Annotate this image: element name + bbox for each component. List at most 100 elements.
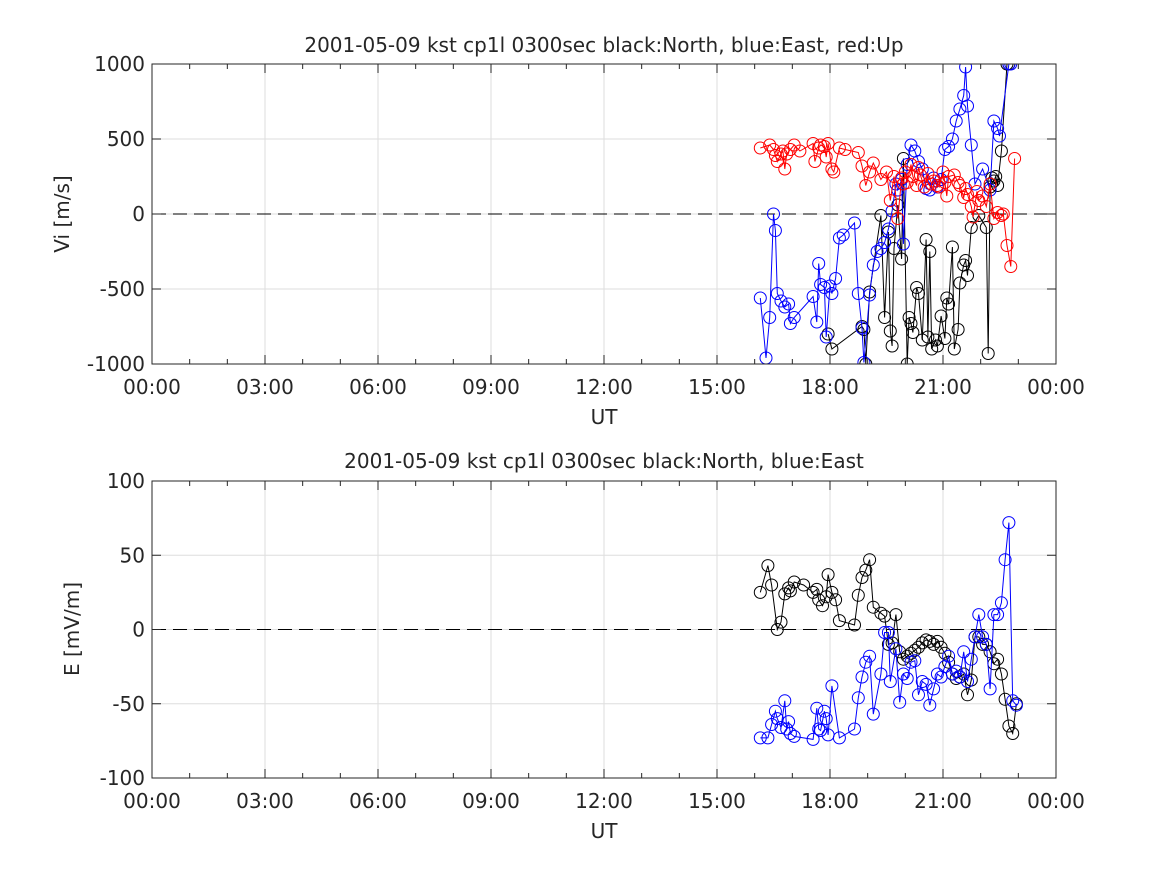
electric-field-x-tick-labels: 00:00 03:00 06:00 09:00 12:00 15:00 18:00 21:00… [123,789,1085,813]
data-point-marker [878,626,892,639]
y-tick-label: 0 [132,202,145,226]
data-point-marker [821,327,835,341]
data-point-marker [817,140,831,153]
data-point-marker [825,287,839,300]
data-point-marker [930,179,944,192]
data-point-marker [942,170,956,183]
data-point-marker [979,637,993,651]
data-point-marker [998,553,1012,567]
velocity-panel: 2001-05-09 kst cp1l 0300sec black:North,… [50,33,1085,429]
data-point-marker [759,351,773,364]
electric-field-series-group [753,516,1023,746]
electric-field-y-tick-labels: -100 -50 0 50 100 [100,469,145,790]
data-point-marker [953,276,967,290]
data-point-marker [832,614,846,628]
data-point-marker [783,584,797,598]
data-point-marker [976,162,990,176]
data-point-marker [1002,719,1016,733]
data-point-marker [919,233,933,246]
data-point-marker [832,231,846,245]
data-point-marker [942,140,956,153]
data-point-marker [979,200,993,213]
data-point-marker [768,704,782,718]
data-point-marker [825,679,839,693]
data-point-marker [976,637,990,651]
data-point-marker [904,317,918,330]
data-point-marker [961,269,974,282]
data-point-marker [983,177,997,191]
data-point-marker [902,311,916,324]
data-point-marker [964,138,978,152]
data-point-marker [832,731,846,745]
data-point-marker [983,682,997,696]
data-point-marker [819,712,833,726]
data-point-marker [806,732,820,746]
data-point-marker [979,221,993,234]
x-tick-label: 09:00 [462,375,520,399]
data-point-marker [991,122,1005,135]
data-point-marker [827,165,841,179]
y-tick-label: 1000 [94,52,145,76]
data-point-marker [923,698,937,712]
data-point-marker [812,257,826,270]
east-series [753,516,1023,746]
electric-field-ticks [151,480,1057,779]
data-point-marker [836,228,850,242]
x-tick-label: 12:00 [575,375,633,399]
data-point-marker [893,695,907,709]
data-point-marker [972,608,986,622]
data-point-marker [812,722,826,736]
data-point-marker [913,168,927,182]
data-point-marker [767,207,780,221]
data-point-marker [753,731,767,745]
data-point-marker [910,281,924,294]
data-point-marker [964,652,978,666]
data-point-marker [778,162,792,176]
data-point-marker [1006,727,1020,740]
y-tick-label: 500 [107,127,145,151]
data-point-marker [908,643,922,657]
data-point-marker [819,150,833,164]
data-point-marker [994,209,1008,222]
data-point-marker [923,245,937,258]
data-point-marker [863,649,877,663]
data-point-marker [851,691,865,705]
x-tick-label: 03:00 [236,789,294,813]
data-point-marker [940,189,954,203]
up-series [753,137,1022,273]
data-point-marker [880,165,893,179]
data-point-marker [806,290,820,303]
data-point-marker [761,559,775,573]
data-point-marker [906,326,920,339]
data-point-marker [900,357,914,364]
data-point-marker [866,156,880,170]
data-point-marker [972,630,986,644]
data-point-marker [848,216,861,230]
data-point-marker [780,722,794,736]
data-point-marker [912,287,925,300]
velocity-ticks [151,63,1057,365]
x-tick-label: 00:00 [1027,789,1085,813]
y-tick-label: -50 [112,692,145,716]
data-point-marker [1004,260,1018,273]
data-point-marker [887,170,901,183]
data-point-marker [874,667,888,681]
x-tick-label: 06:00 [349,789,407,813]
data-point-marker [770,155,784,168]
data-point-marker [753,141,767,155]
electric-field-panel: 2001-05-09 kst cp1l 0300sec black:North,… [60,449,1085,843]
data-point-marker [889,608,903,622]
data-point-marker [915,675,929,688]
data-point-marker [763,311,777,324]
data-point-marker [817,704,831,718]
data-point-marker [912,161,925,174]
data-point-marker [966,210,980,224]
data-point-marker [993,129,1006,143]
data-point-marker [814,724,828,737]
data-point-marker [810,315,824,329]
data-point-marker [889,642,903,656]
data-point-marker [848,722,861,736]
data-point-marker [808,155,822,168]
data-point-marker [1009,698,1023,712]
